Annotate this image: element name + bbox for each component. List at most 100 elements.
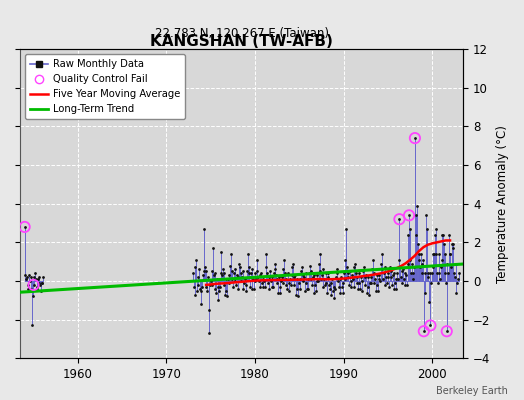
Point: [453, 280, 461, 286]
Point: [428, 270, 436, 276]
Point: [345, 282, 353, 288]
Point: [23, 274, 31, 280]
Point: [38, 280, 46, 286]
Point: [232, 282, 241, 288]
Point: [222, 276, 230, 282]
Point: [386, 264, 394, 271]
Point: [418, 270, 427, 276]
Point: [433, 270, 441, 276]
Point: [302, 280, 310, 286]
Point: [359, 264, 368, 271]
Point: [309, 274, 317, 280]
Point: [31, 276, 40, 282]
Point: [444, 270, 452, 276]
Point: [346, 268, 354, 274]
Point: [224, 272, 233, 278]
Point: [414, 241, 422, 248]
Point: [214, 297, 223, 304]
Point: [194, 282, 203, 288]
Point: [281, 270, 289, 276]
Point: [442, 280, 450, 286]
Point: [446, 251, 455, 257]
Point: [293, 286, 302, 292]
Point: [240, 280, 248, 286]
Point: [211, 286, 219, 292]
Point: [378, 266, 387, 273]
Point: [405, 212, 413, 218]
Point: [308, 282, 316, 288]
Point: [211, 270, 220, 276]
Point: [454, 276, 462, 282]
Point: [212, 290, 220, 296]
Point: [231, 266, 239, 273]
Point: [335, 284, 343, 290]
Point: [221, 291, 229, 298]
Point: [355, 270, 363, 276]
Point: [434, 251, 443, 257]
Point: [20, 224, 29, 230]
Point: [28, 322, 36, 329]
Point: [247, 270, 255, 276]
Point: [271, 266, 279, 273]
Point: [389, 272, 397, 278]
Point: [389, 286, 398, 292]
Point: [436, 276, 444, 282]
Point: [400, 276, 408, 282]
Point: [243, 268, 252, 274]
Point: [307, 268, 315, 274]
Point: [33, 286, 41, 292]
Point: [423, 226, 431, 232]
Point: [32, 284, 41, 290]
Point: [445, 232, 453, 238]
Point: [247, 286, 256, 292]
Point: [443, 260, 452, 267]
Point: [222, 288, 231, 294]
Point: [21, 272, 30, 278]
Point: [206, 282, 214, 288]
Point: [216, 270, 225, 276]
Point: [397, 268, 406, 274]
Point: [198, 284, 206, 290]
Point: [359, 268, 367, 274]
Point: [193, 288, 201, 294]
Point: [218, 272, 226, 278]
Point: [196, 301, 205, 307]
Point: [355, 280, 364, 286]
Point: [321, 270, 330, 276]
Point: [285, 288, 293, 294]
Point: [425, 299, 433, 306]
Point: [394, 276, 402, 282]
Point: [404, 232, 412, 238]
Point: [332, 266, 341, 273]
Point: [348, 276, 357, 282]
Point: [287, 272, 296, 278]
Point: [347, 284, 356, 290]
Point: [420, 290, 429, 296]
Point: [236, 264, 244, 271]
Point: [200, 268, 209, 274]
Point: [238, 274, 246, 280]
Point: [24, 282, 32, 288]
Point: [423, 270, 432, 276]
Point: [354, 286, 362, 292]
Point: [246, 284, 254, 290]
Point: [272, 280, 281, 286]
Point: [228, 276, 236, 282]
Point: [333, 270, 342, 276]
Point: [452, 260, 461, 267]
Point: [306, 262, 314, 269]
Point: [392, 276, 401, 282]
Point: [366, 280, 374, 286]
Point: [368, 266, 376, 273]
Point: [192, 256, 200, 263]
Point: [273, 276, 281, 282]
Point: [265, 274, 273, 280]
Point: [197, 288, 205, 294]
Point: [391, 286, 400, 292]
Point: [289, 260, 297, 267]
Point: [393, 270, 401, 276]
Point: [335, 276, 344, 282]
Point: [391, 280, 399, 286]
Point: [385, 284, 394, 290]
Point: [427, 280, 435, 286]
